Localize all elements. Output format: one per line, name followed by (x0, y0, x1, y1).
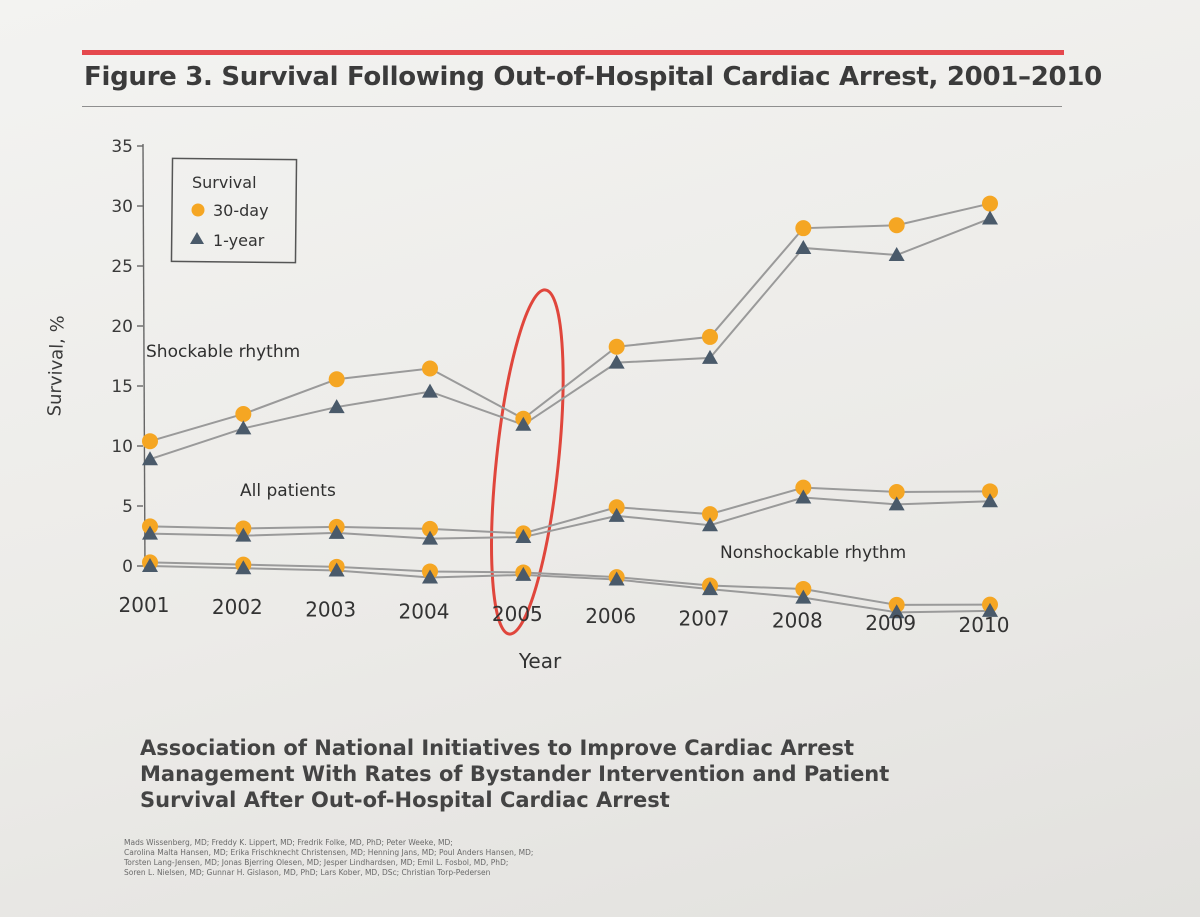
data-point-1-year (235, 560, 252, 575)
y-tick-label: 20 (111, 317, 133, 337)
data-point-1-year (982, 210, 998, 225)
data-point-1-year (888, 604, 905, 619)
data-point-1-year (142, 558, 158, 572)
data-point-1-year (422, 569, 438, 584)
data-point-1-year (142, 525, 158, 540)
data-point-30-day (608, 499, 625, 516)
x-tick-label: 2007 (679, 606, 730, 630)
data-point-1-year (235, 420, 252, 435)
data-point-1-year (328, 524, 345, 539)
series-line (149, 486, 991, 535)
y-tick-label: 0 (122, 557, 133, 577)
data-point-30-day (422, 360, 438, 377)
x-tick-label: 2005 (492, 602, 543, 626)
data-point-1-year (702, 349, 718, 364)
series-line (149, 565, 991, 614)
data-point-1-year (702, 581, 718, 596)
figure-caption: Association of National Initiatives to I… (140, 736, 890, 812)
data-point-1-year (608, 507, 625, 522)
x-tick-label: 2002 (212, 595, 263, 619)
x-tick-label: 2008 (772, 609, 823, 633)
series-line (149, 561, 991, 606)
data-point-30-day (888, 217, 905, 234)
series-line (149, 496, 991, 540)
data-point-1-year (888, 247, 905, 262)
figure-title: Figure 3. Survival Following Out-of-Hosp… (84, 62, 1102, 92)
data-point-1-year (235, 527, 252, 542)
author-line: Torsten Lang-Jensen, MD; Jonas Bjerring … (124, 858, 509, 867)
data-point-30-day (142, 433, 158, 450)
data-point-30-day (702, 328, 718, 345)
y-axis-line (142, 143, 146, 573)
data-point-1-year (888, 496, 905, 511)
x-tick-label: 2009 (865, 611, 916, 635)
legend-box (170, 157, 298, 264)
data-point-1-year (328, 399, 345, 414)
data-point-1-year (328, 562, 345, 577)
data-point-30-day (702, 506, 718, 523)
x-tick-label: 2006 (585, 604, 636, 628)
legend-title: Survival (192, 173, 257, 192)
data-point-30-day (982, 483, 998, 500)
title-divider (82, 106, 1062, 107)
data-point-30-day (328, 371, 345, 388)
x-tick-label: 2003 (305, 597, 356, 621)
legend-marker-30-day (191, 203, 205, 217)
x-tick-label: 2004 (399, 600, 450, 624)
accent-rule (82, 50, 1064, 55)
author-line: Soren L. Nielsen, MD; Gunnar H. Gislason… (124, 868, 491, 877)
x-tick-label: 2001 (119, 593, 170, 617)
data-point-1-year (795, 589, 812, 604)
data-point-30-day (422, 520, 438, 537)
data-point-1-year (422, 530, 438, 545)
data-point-30-day (982, 195, 998, 212)
x-tick-label: 2010 (959, 613, 1010, 637)
data-point-30-day (795, 580, 812, 597)
author-line: Carolina Malta Hansen, MD; Erika Frischk… (124, 848, 534, 857)
data-point-1-year (515, 529, 532, 544)
legend-entry: 1-year (213, 231, 265, 250)
data-point-30-day (608, 338, 625, 355)
series-line (149, 202, 991, 443)
y-tick-label: 15 (111, 377, 133, 397)
series-line (149, 217, 991, 461)
author-line: Mads Wissenberg, MD; Freddy K. Lippert, … (124, 838, 453, 847)
legend-marker-1-year (190, 232, 204, 244)
group-label: Nonshockable rhythm (720, 543, 906, 563)
data-point-1-year (982, 602, 998, 617)
y-tick-label: 10 (111, 437, 133, 457)
data-point-1-year (422, 383, 438, 398)
data-point-30-day (235, 405, 252, 422)
data-point-30-day (888, 483, 905, 500)
data-point-1-year (795, 489, 812, 504)
y-tick-label: 30 (111, 197, 133, 217)
data-point-1-year (795, 239, 812, 254)
x-axis-label: Year (518, 649, 562, 673)
data-point-1-year (982, 493, 998, 508)
data-point-30-day (795, 220, 812, 237)
data-point-1-year (608, 354, 625, 369)
y-tick-label: 5 (122, 497, 133, 517)
author-list: Mads Wissenberg, MD; Freddy K. Lippert, … (124, 838, 744, 878)
data-point-1-year (608, 571, 625, 586)
data-point-1-year (142, 451, 158, 466)
y-axis-label: Survival, % (44, 315, 69, 417)
data-point-30-day (795, 479, 812, 496)
y-tick-label: 35 (111, 137, 133, 157)
highlight-ellipse (490, 288, 565, 636)
data-point-1-year (515, 566, 532, 581)
group-label: All patients (240, 481, 336, 501)
legend-entry: 30-day (213, 201, 269, 220)
data-point-1-year (702, 517, 718, 532)
y-tick-label: 25 (111, 257, 133, 277)
group-label: Shockable rhythm (146, 342, 300, 362)
data-point-1-year (515, 416, 532, 431)
